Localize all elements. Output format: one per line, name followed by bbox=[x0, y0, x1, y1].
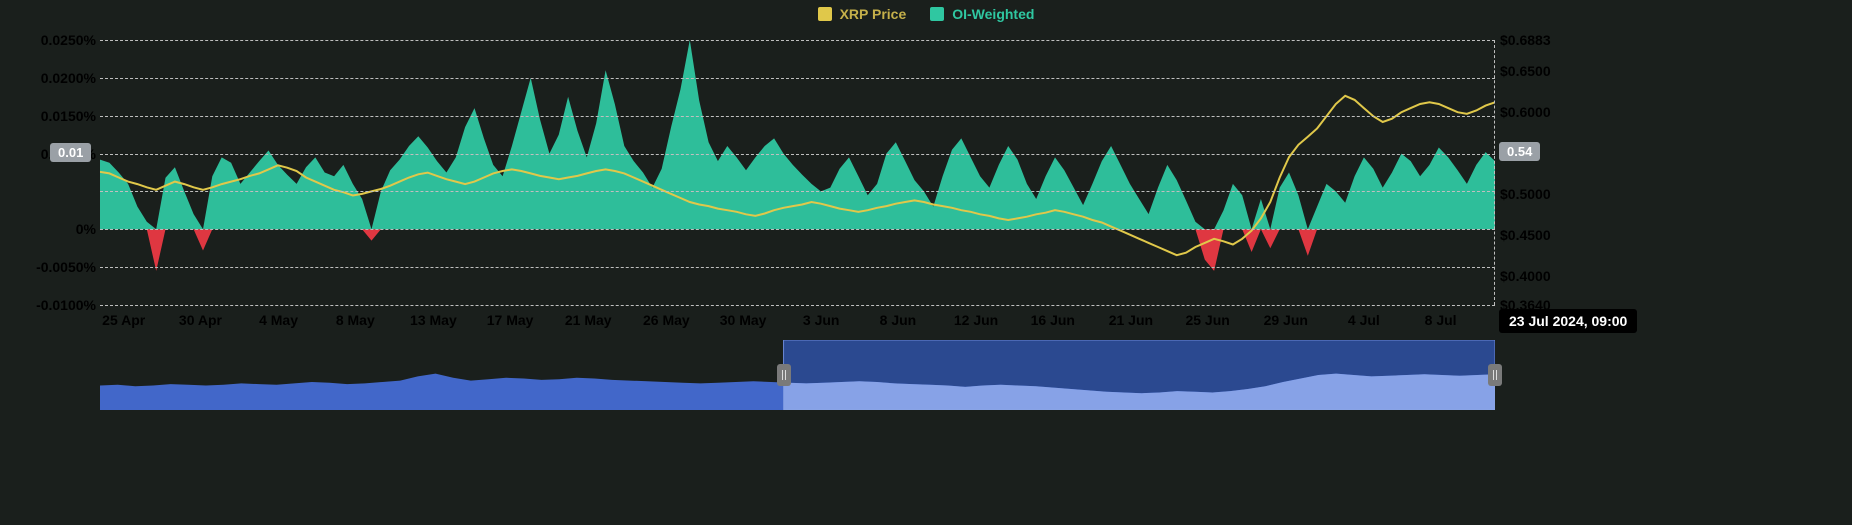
legend-label: OI-Weighted bbox=[952, 6, 1034, 22]
x-tick: 29 Jun bbox=[1264, 312, 1308, 328]
x-tick: 16 Jun bbox=[1031, 312, 1075, 328]
x-tick: 8 May bbox=[336, 312, 375, 328]
y-left-tick: -0.0100% bbox=[0, 297, 96, 313]
x-tick: 4 Jul bbox=[1348, 312, 1380, 328]
y-left-tick: -0.0050% bbox=[0, 259, 96, 275]
y-right-tick: $0.6000 bbox=[1500, 104, 1580, 120]
y-axis-right: $0.6883$0.6500$0.6000$0.5000$0.4500$0.40… bbox=[1500, 40, 1580, 305]
range-navigator[interactable] bbox=[100, 340, 1495, 410]
x-tick: 30 Apr bbox=[179, 312, 222, 328]
navigator-handle-left[interactable] bbox=[777, 364, 791, 386]
gridline bbox=[100, 78, 1495, 79]
navigator-handle-right[interactable] bbox=[1488, 364, 1502, 386]
y-right-tick: $0.4500 bbox=[1500, 227, 1580, 243]
x-tick: 4 May bbox=[259, 312, 298, 328]
crosshair-line bbox=[1494, 40, 1495, 305]
legend-swatch-oi bbox=[930, 7, 944, 21]
legend-swatch-price bbox=[818, 7, 832, 21]
x-tick: 30 May bbox=[720, 312, 767, 328]
y-left-current-badge: 0.01 bbox=[50, 143, 91, 162]
plot-area[interactable] bbox=[100, 40, 1495, 305]
gridline bbox=[100, 305, 1495, 306]
x-tick: 12 Jun bbox=[954, 312, 998, 328]
y-left-tick: 0.0250% bbox=[0, 32, 96, 48]
y-left-tick: 0.0200% bbox=[0, 70, 96, 86]
x-tick: 21 May bbox=[565, 312, 612, 328]
x-tick: 25 Apr bbox=[102, 312, 145, 328]
x-tick: 25 Jun bbox=[1185, 312, 1229, 328]
y-right-tick: $0.5000 bbox=[1500, 186, 1580, 202]
chart-legend: XRP Price OI-Weighted bbox=[0, 6, 1852, 22]
crosshair-time-tooltip: 23 Jul 2024, 09:00 bbox=[1499, 309, 1637, 333]
y-right-current-badge: 0.54 bbox=[1499, 142, 1540, 161]
gridline bbox=[100, 154, 1495, 155]
x-tick: 17 May bbox=[487, 312, 534, 328]
y-right-tick: $0.4000 bbox=[1500, 268, 1580, 284]
x-tick: 13 May bbox=[410, 312, 457, 328]
x-tick: 8 Jul bbox=[1425, 312, 1457, 328]
funding-rate-chart: XRP Price OI-Weighted 0.0250% 0.0200% 0.01… bbox=[0, 0, 1852, 525]
gridline bbox=[100, 116, 1495, 117]
legend-label: XRP Price bbox=[840, 6, 907, 22]
plot-svg bbox=[100, 40, 1495, 305]
x-axis: 25 Apr 30 Apr 4 May 8 May 13 May 17 May 21 May… bbox=[100, 312, 1495, 334]
x-tick: 21 Jun bbox=[1109, 312, 1153, 328]
gridline bbox=[100, 40, 1495, 41]
y-axis-left: 0.0250%0.0200%0.0150%0.0100%0%-0.0050%-0… bbox=[0, 40, 96, 305]
oi-area-positive bbox=[100, 40, 1495, 229]
x-tick: 8 Jun bbox=[880, 312, 917, 328]
oi-area-negative bbox=[100, 229, 1495, 271]
x-tick: 26 May bbox=[643, 312, 690, 328]
gridline bbox=[100, 267, 1495, 268]
legend-item-oi[interactable]: OI-Weighted bbox=[930, 6, 1034, 22]
x-tick: 3 Jun bbox=[803, 312, 840, 328]
gridline bbox=[100, 191, 1495, 192]
gridline bbox=[100, 229, 1495, 230]
legend-item-price[interactable]: XRP Price bbox=[818, 6, 907, 22]
y-left-tick: 0% bbox=[0, 221, 96, 237]
y-right-tick: $0.6500 bbox=[1500, 63, 1580, 79]
y-right-tick: $0.6883 bbox=[1500, 32, 1580, 48]
navigator-svg bbox=[100, 340, 1495, 410]
y-left-tick: 0.0150% bbox=[0, 108, 96, 124]
